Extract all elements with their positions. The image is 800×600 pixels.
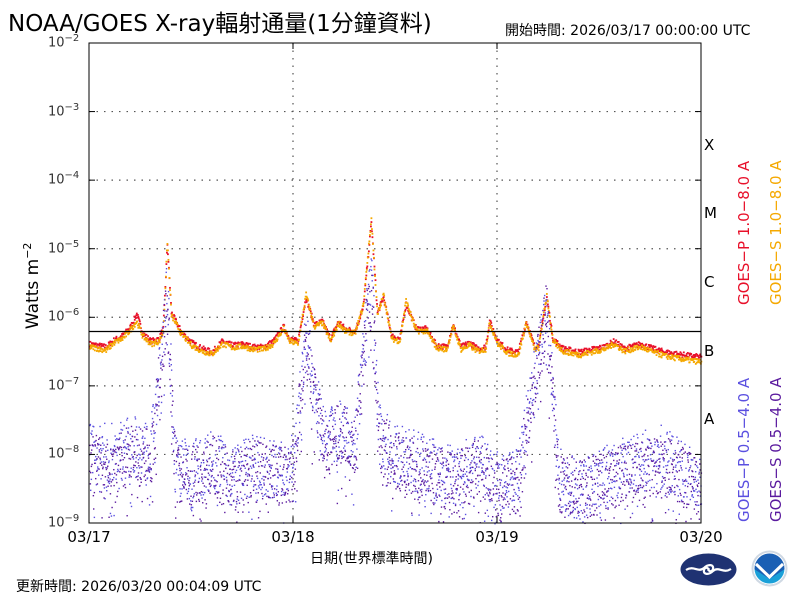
flare-class-B: B [704, 341, 715, 360]
x-tick-label: 03/19 [475, 528, 519, 546]
y-tick-label: 10−9 [48, 513, 80, 531]
y-tick-label: 10−2 [48, 33, 80, 51]
series-1 [89, 217, 703, 365]
data-series [89, 217, 703, 525]
grid-lines [89, 43, 701, 523]
cwa-logo [680, 553, 737, 586]
y-tick-label: 10−6 [48, 307, 80, 325]
flare-class-A: A [704, 410, 715, 429]
legend-item: GOES−P 1.0−8.0 A [735, 160, 753, 305]
legend-item: GOES−P 0.5−4.0 A [735, 377, 753, 522]
x-tick-label: 03/17 [67, 528, 111, 546]
y-tick-label: 10−8 [48, 444, 80, 462]
y-tick-label: 10−4 [48, 170, 80, 188]
update-time: 更新時間: 2026/03/20 00:04:09 UTC [16, 579, 262, 595]
y-tick-label: 10−7 [48, 375, 80, 394]
y-tick-label: 10−3 [48, 101, 80, 119]
y-tick-label: 10−5 [48, 238, 80, 257]
plot-frame [88, 42, 702, 524]
legend-item: GOES−S 1.0−8.0 A [767, 160, 785, 305]
flare-class-M: M [704, 204, 717, 223]
x-tick-label: 03/20 [679, 528, 723, 546]
series-2 [89, 258, 703, 525]
x-tick-label: 03/18 [271, 528, 315, 546]
start-time: 開始時間: 2026/03/17 00:00:00 UTC [505, 23, 751, 39]
flare-class-C: C [704, 273, 715, 291]
chart-title: NOAA/GOES X-ray輻射通量(1分鐘資料) [8, 11, 432, 37]
noaa-logo [751, 550, 788, 587]
legend-item: GOES−S 0.5−4.0 A [767, 377, 785, 522]
axis-ticks [88, 42, 702, 524]
series-3 [89, 274, 703, 525]
x-axis-label: 日期(世界標準時間) [310, 551, 433, 567]
flare-class-X: X [704, 135, 715, 154]
